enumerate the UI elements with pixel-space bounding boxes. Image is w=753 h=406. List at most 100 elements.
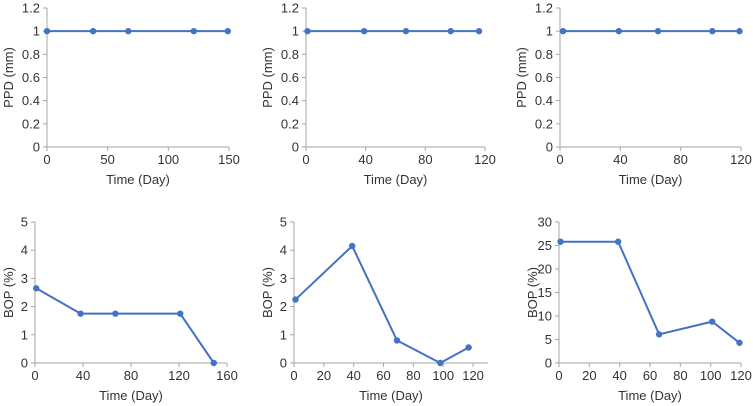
x-tick-label: 0 [302,152,309,167]
data-point [615,27,623,35]
data-point [736,27,743,35]
data-point [33,285,40,292]
x-tick-label: 40 [76,368,90,383]
y-tick-label: 3 [21,271,28,286]
x-tick-label: 160 [216,368,238,383]
chart-3: 0 0.2 0.4 0.6 0.8 1 1.2 0 40 80 120 Time (Day) PPD (… [514,1,752,188]
x-tick-label: 0 [43,152,50,167]
data-point [210,359,217,367]
y-tick-label: 1.2 [22,1,40,16]
data-point [304,27,311,35]
x-tick-label: 80 [673,152,687,167]
y-tick-label: 20 [538,262,552,277]
x-tick-label: 120 [474,152,496,167]
series-line [560,240,741,344]
data-point [393,337,401,344]
x-tick-label: 0 [556,152,563,167]
y-tick-label: 25 [538,238,552,253]
y-tick-label: 0.4 [281,93,299,108]
y-tick-label: 0.8 [22,47,40,62]
data-point [349,242,356,250]
y-tick-label: 0.6 [22,70,40,85]
data-point [736,339,743,346]
y-tick-label: 0.2 [22,116,40,131]
x-tick-label: 40 [346,368,360,383]
data-point [89,27,97,35]
y-tick-label: 1 [292,24,299,39]
y-tick-label: 0 [33,140,40,155]
data-point [77,310,84,317]
data-point [177,310,184,317]
data-point [655,331,663,338]
chart-2: 0 0.2 0.4 0.6 0.8 1 1.2 0 40 80 120 Time (Day) PPD (… [260,1,496,188]
y-tick-label: 0 [280,356,287,371]
y-tick-label: 4 [280,243,287,258]
x-tick-label: 80 [418,152,432,167]
y-axis-title: BOP (%) [525,267,540,318]
y-axis-title: BOP (%) [1,267,16,318]
x-tick-label: 100 [157,152,179,167]
x-tick-label: 120 [730,152,752,167]
data-point [708,318,716,325]
y-tick-label: 0.6 [535,70,553,85]
y-tick-label: 1.2 [535,1,553,16]
y-tick-label: 0.8 [535,47,553,62]
y-tick-label: 2 [21,299,28,314]
y-axis-title: BOP (%) [260,267,275,318]
series-line [294,244,470,365]
y-tick-label: 0 [545,356,552,371]
y-tick-label: 10 [538,309,552,324]
x-tick-label: 20 [582,368,596,383]
data-point [475,27,483,35]
data-point [557,238,564,245]
y-tick-label: 0.2 [281,116,299,131]
x-axis-title: Time (Day) [618,388,682,403]
y-tick-label: 1 [21,327,28,342]
x-tick-label: 40 [613,152,627,167]
x-tick-label: 40 [358,152,372,167]
chart-5: 0 1 2 3 4 5 0 20 40 60 80 100 120 Time (Day) BOP (%) [260,215,488,403]
y-tick-label: 3 [280,271,287,286]
data-point [125,27,132,35]
data-point [292,296,299,303]
x-tick-label: 0 [290,368,297,383]
series-line [35,287,215,364]
y-tick-label: 0.4 [22,93,40,108]
data-point [447,27,454,35]
x-tick-label: 80 [673,368,687,383]
y-tick-label: 2 [280,299,287,314]
x-tick-label: 100 [432,368,454,383]
data-point [190,27,198,35]
data-point [614,238,622,245]
x-tick-label: 20 [317,368,331,383]
data-point [559,27,567,35]
data-point [402,27,410,35]
data-point [654,27,662,35]
x-tick-label: 0 [31,368,38,383]
data-point [112,310,119,317]
y-tick-label: 0.6 [281,70,299,85]
x-axis-title: Time (Day) [364,172,428,187]
x-tick-label: 120 [730,368,752,383]
x-tick-label: 100 [700,368,722,383]
y-tick-label: 15 [538,285,552,300]
data-point [224,27,231,35]
x-axis-title: Time (Day) [619,172,683,187]
x-axis-title: Time (Day) [99,388,163,403]
y-axis-title: PPD (mm) [514,47,529,108]
chart-1: 0 0.2 0.4 0.6 0.8 1 1.2 0 50 100 150 Time (Day) PPD … [1,1,240,188]
x-tick-label: 60 [376,368,390,383]
x-tick-label: 50 [100,152,114,167]
x-axis-title: Time (Day) [106,172,170,187]
x-tick-label: 80 [124,368,138,383]
y-tick-label: 4 [21,243,28,258]
x-tick-label: 120 [168,368,190,383]
y-tick-label: 1 [33,24,40,39]
x-tick-label: 40 [612,368,626,383]
y-axis-title: PPD (mm) [1,47,16,108]
x-axis-title: Time (Day) [359,388,423,403]
y-tick-label: 1 [546,24,553,39]
data-point [709,27,716,35]
y-tick-label: 0 [546,140,553,155]
